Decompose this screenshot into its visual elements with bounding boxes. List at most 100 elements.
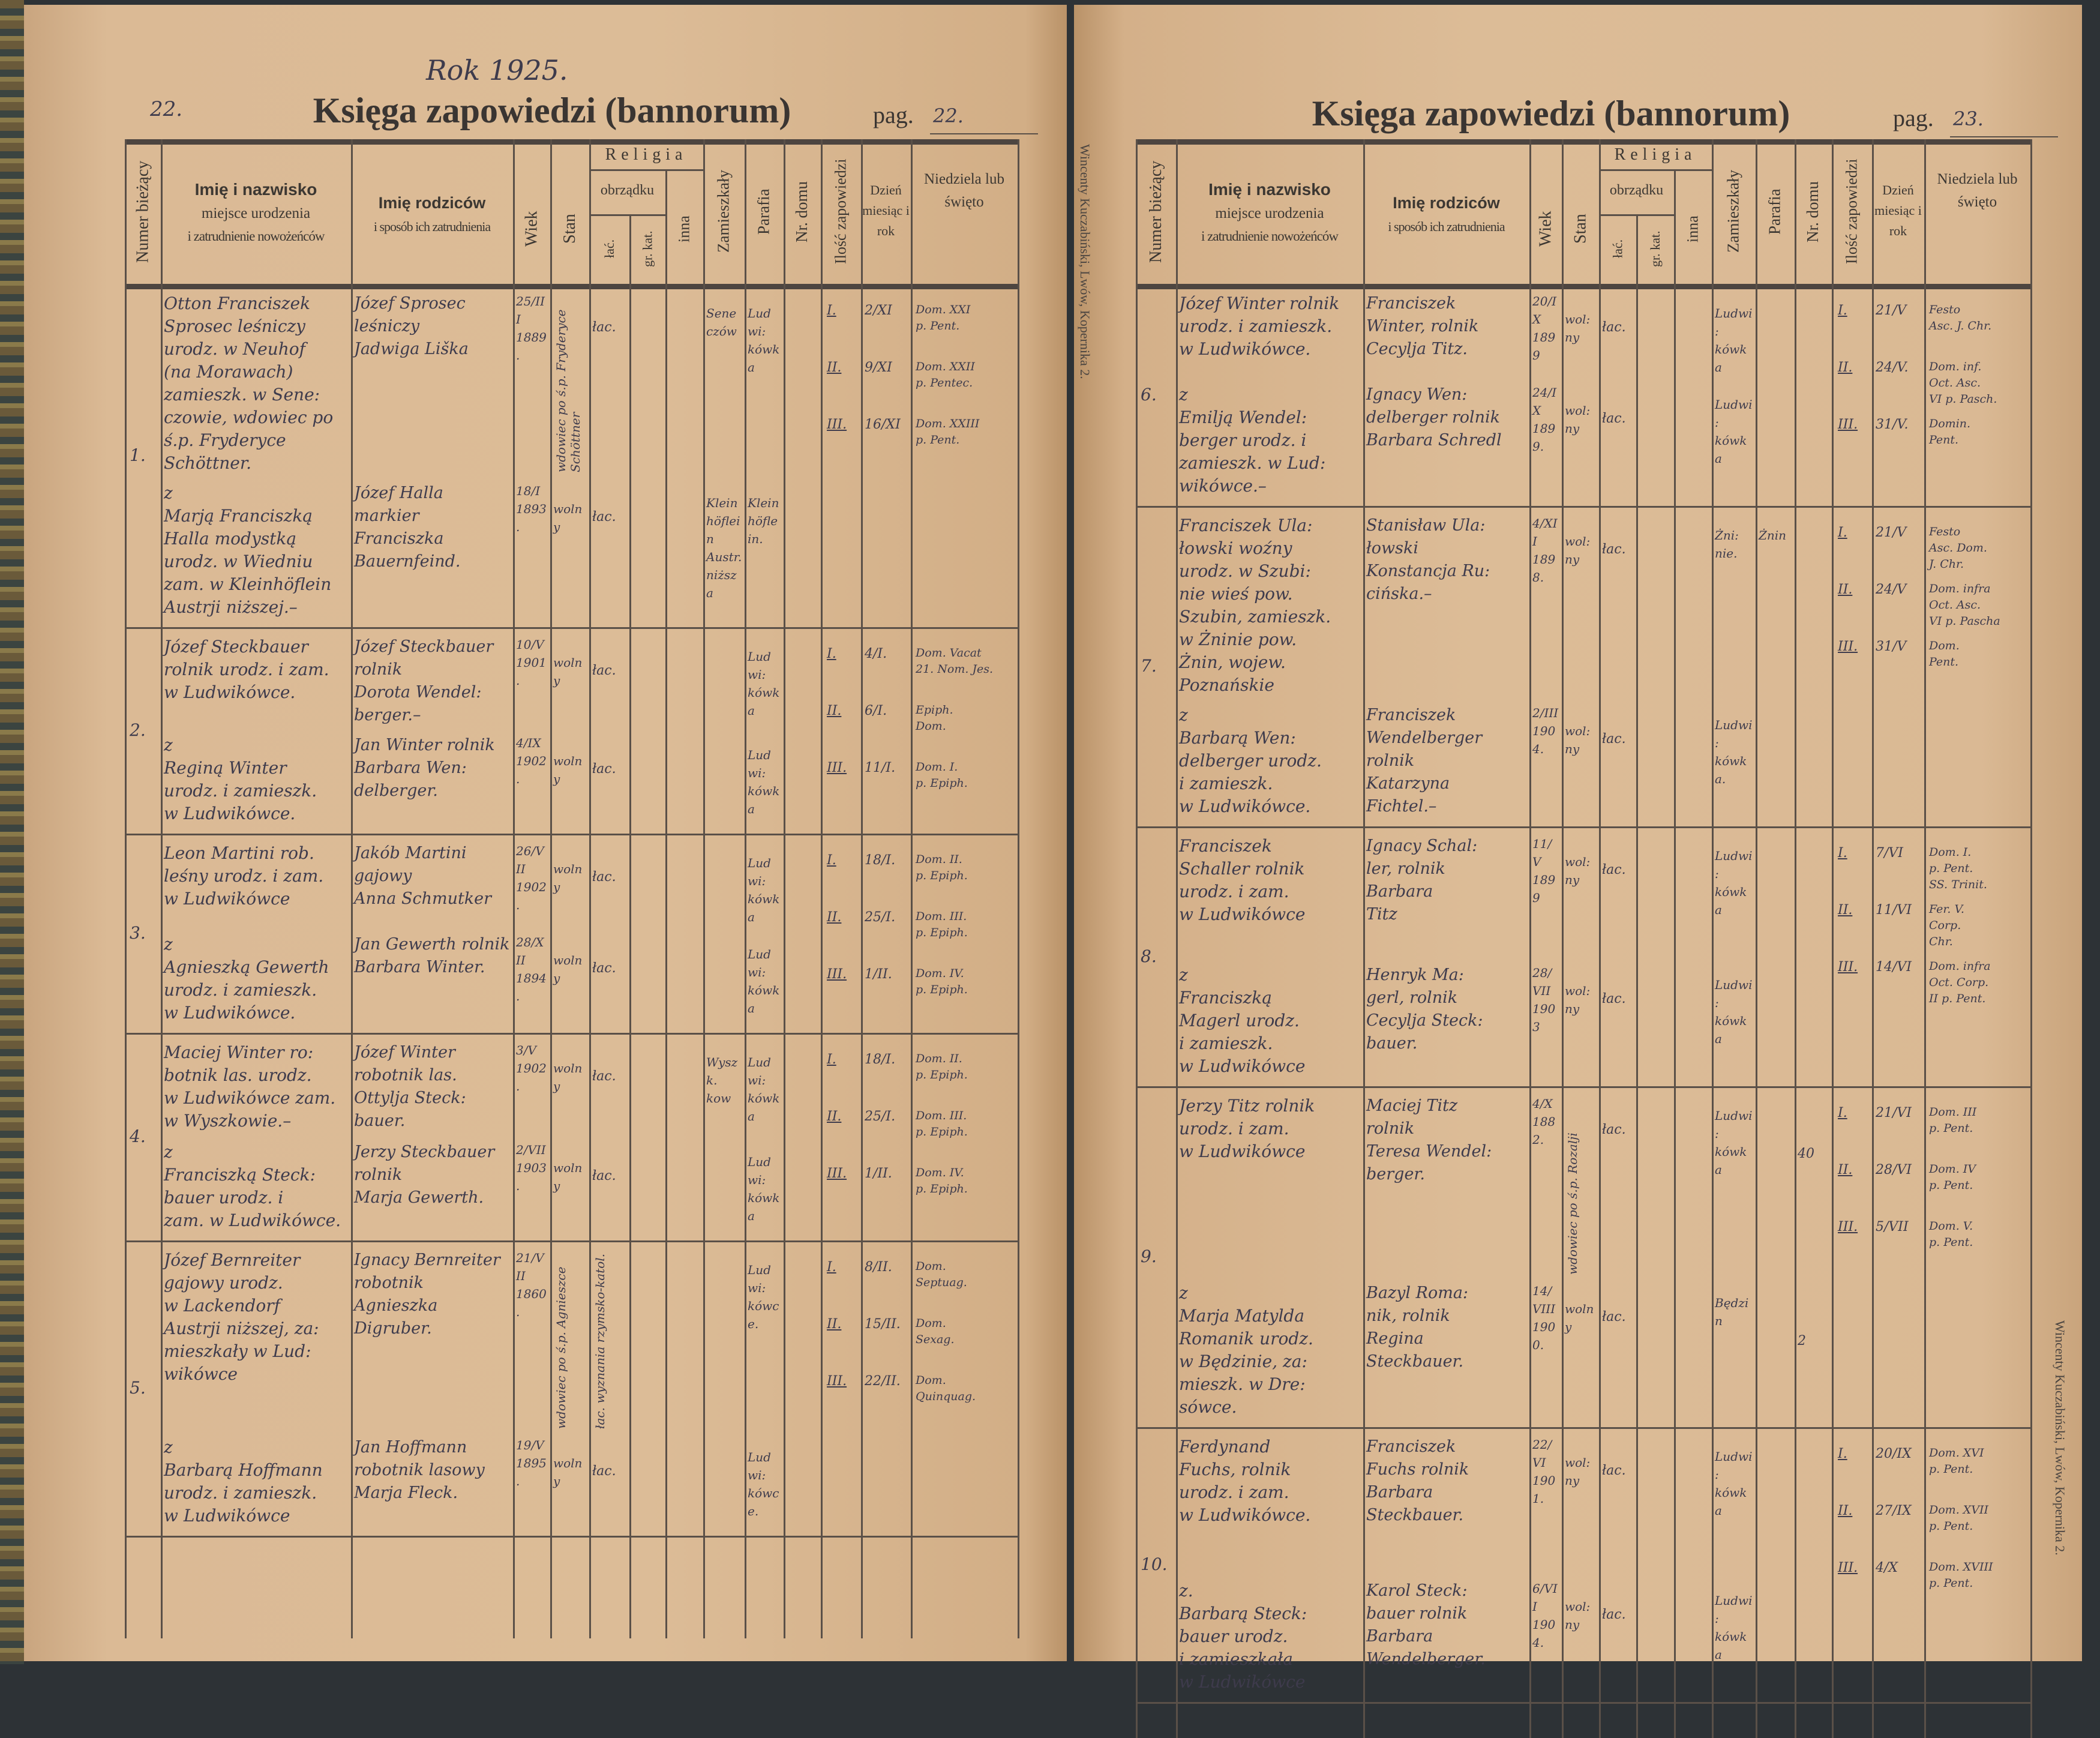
groom-stan-cell: wdowiec po ś.p. Agnieszce [554, 1266, 568, 1429]
column-divider [2030, 139, 2032, 1738]
banns-date: 24/V [1876, 582, 1907, 597]
column-divider [513, 139, 515, 1638]
entry-divider [125, 1240, 1018, 1242]
groom-name-cell: Józef Steckbauer rolnik urodz. i zam. w … [164, 637, 329, 702]
banns-date: 11/I. [865, 760, 896, 775]
groom-parish-cell: Ludwi: kówce. [748, 1263, 779, 1331]
banns-sunday: Dom. III p. Pent. [1929, 1105, 1977, 1135]
bride-religion-lac-cell: łac. [1602, 1607, 1626, 1622]
bride-stan-cell: wolny [553, 953, 583, 985]
groom-parents-cell: Maciej Titz rolnik Teresa Wendel: berger… [1366, 1096, 1492, 1183]
groom-parents-cell: Jakób Martini gajowy Anna Schmutker [354, 844, 492, 908]
bride-parents-cell: Ignacy Wen: delberger rolnik Barbara Sch… [1366, 385, 1502, 450]
page-title: Księga zapowiedzi (bannorum) [1312, 94, 1790, 133]
groom-residence-cell: Sene czów [706, 306, 737, 338]
banns-sunday: Dom. infra Oct. Corp. II p. Pent. [1929, 960, 1991, 1005]
header-zamieszkaly: Zamieszkały [714, 170, 733, 253]
groom-religion-lac-cell: łac. [592, 1069, 616, 1084]
entry-number: 10. [1141, 1554, 1168, 1574]
header-obrzadku: obrządku [600, 182, 655, 198]
bride-parents-cell: Jan Winter rolnik Barbara Wen: delberger… [354, 736, 495, 800]
banns-sunday: Dom. III. p. Epiph. [916, 910, 968, 939]
bride-name-cell: z Marja Matylda Romanik urodz. w Będzini… [1179, 1283, 1313, 1417]
banns-ordinal: I. [1838, 1446, 1847, 1461]
groom-name-cell: Ferdynand Fuchs, rolnik urodz. i zam. w … [1179, 1437, 1311, 1525]
banns-ordinal: II. [827, 703, 842, 718]
groom-age-cell: 4/X 1882. [1532, 1096, 1556, 1147]
bride-house-number-cell: 2 [1798, 1334, 1806, 1349]
page-title: Księga zapowiedzi (bannorum) [313, 91, 791, 130]
groom-parents-cell: Józef Steckbauer rolnik Dorota Wendel: b… [354, 637, 494, 724]
groom-name-cell: Józef Winter rolnik urodz. i zamieszk. w… [1179, 293, 1340, 359]
banns-date: 1/II. [865, 967, 892, 982]
groom-stan-cell: wol: ny [1565, 534, 1591, 567]
column-divider [911, 139, 913, 1638]
header-sposob-zatrudnienia: i sposób ich zatrudnienia [1388, 219, 1505, 234]
entry-divider [125, 834, 1018, 835]
banns-ordinal: III. [1838, 1219, 1858, 1234]
groom-age-cell: 3/V 1902. [516, 1043, 547, 1093]
header-parafia: Parafia [754, 188, 773, 235]
banns-ordinal: I. [1838, 303, 1847, 318]
banns-sunday: Dom. IV. p. Epiph. [916, 967, 968, 996]
bride-parents-cell: Karol Steck: bauer rolnik Barbara Wendel… [1366, 1581, 1486, 1668]
banns-sunday: Dom. III. p. Epiph. [916, 1109, 968, 1138]
header-dzien-miesiac-rok: Dzień miesiąc i rok [862, 182, 910, 238]
groom-residence-cell: Ludwi: kówka [1715, 849, 1753, 917]
header-bottom-rule [125, 284, 1018, 289]
pag-value: 22. [933, 104, 964, 127]
banns-date: 11/VI [1876, 903, 1912, 918]
banns-ordinal: III. [827, 760, 847, 775]
column-divider [161, 139, 163, 1638]
entry-number: 1. [130, 445, 146, 465]
groom-age-cell: 10/V 1901. [516, 637, 547, 688]
bride-stan-cell: wol: ny [1565, 724, 1591, 756]
column-divider [1599, 139, 1601, 1738]
book-cover-edge [0, 0, 24, 1664]
banns-sunday: Dom. XVI p. Pent. [1929, 1446, 1984, 1476]
bride-name-cell: z Reginą Winter urodz. i zamieszk. w Lud… [164, 735, 317, 823]
entry-number: 9. [1141, 1246, 1157, 1266]
bride-name-cell: z Agnieszką Gewerth urodz. i zamieszk. w… [164, 934, 329, 1023]
bride-age-cell: 14/VIII 1900. [1532, 1284, 1556, 1352]
banns-ordinal: I. [827, 1260, 836, 1275]
groom-name-cell: Maciej Winter ro: botnik las. urodz. w L… [164, 1042, 336, 1131]
left-page [24, 5, 1067, 1661]
banns-sunday: Dom. II. p. Epiph. [916, 853, 968, 882]
entry-number: 8. [1141, 946, 1157, 966]
bride-parish-cell: Ludwi: kówce. [748, 1450, 779, 1518]
groom-stan-cell: wol: ny [1565, 1455, 1591, 1488]
groom-religion-lac-cell: łac. wyznania rzymsko-katol. [593, 1253, 607, 1429]
column-divider [550, 139, 552, 1638]
banns-date: 31/V. [1876, 417, 1909, 432]
header-obrzadku: obrządku [1609, 182, 1664, 198]
groom-name-cell: Otton Franciszek Sprosec leśniczy urodz.… [164, 293, 334, 473]
column-divider [1924, 139, 1926, 1738]
banns-sunday: Dom. inf. Oct. Asc. VI p. Pasch. [1929, 360, 1997, 406]
banns-ordinal: II. [827, 1109, 842, 1124]
banns-ordinal: II. [1838, 582, 1853, 597]
header-sposob-zatrudnienia: i sposób ich zatrudnienia [373, 219, 491, 234]
banns-sunday: Festo Asc. J. Chr. [1929, 303, 1992, 332]
groom-parents-cell: Stanisław Ula: łowski Konstancja Ru: ciń… [1366, 516, 1490, 603]
banns-sunday: Dom. XVII p. Pent. [1929, 1503, 1989, 1533]
banns-date: 1/II. [865, 1166, 892, 1181]
column-divider [1756, 139, 1757, 1738]
groom-religion-lac-cell: łac. [1602, 1122, 1626, 1137]
header-zatrudnienie: i zatrudnienie nowożeńców [187, 229, 325, 244]
bride-religion-lac-cell: łac. [592, 961, 616, 976]
religia-rule [589, 169, 703, 171]
groom-residence-cell: Żni: nie. [1715, 528, 1739, 561]
column-divider [1018, 139, 1019, 1638]
banns-ordinal: I. [827, 853, 836, 868]
groom-stan-cell: wol: ny [1565, 855, 1591, 887]
banns-date: 14/VI [1876, 960, 1912, 975]
bride-stan-cell: wolny [553, 502, 583, 534]
column-divider [1363, 139, 1365, 1738]
column-divider [125, 139, 127, 1638]
banns-date: 18/I. [865, 1052, 896, 1067]
header-lac: łać. [601, 239, 617, 259]
banns-ordinal: III. [1838, 960, 1858, 975]
entry-number: 6. [1141, 385, 1157, 404]
column-divider [1176, 139, 1178, 1738]
